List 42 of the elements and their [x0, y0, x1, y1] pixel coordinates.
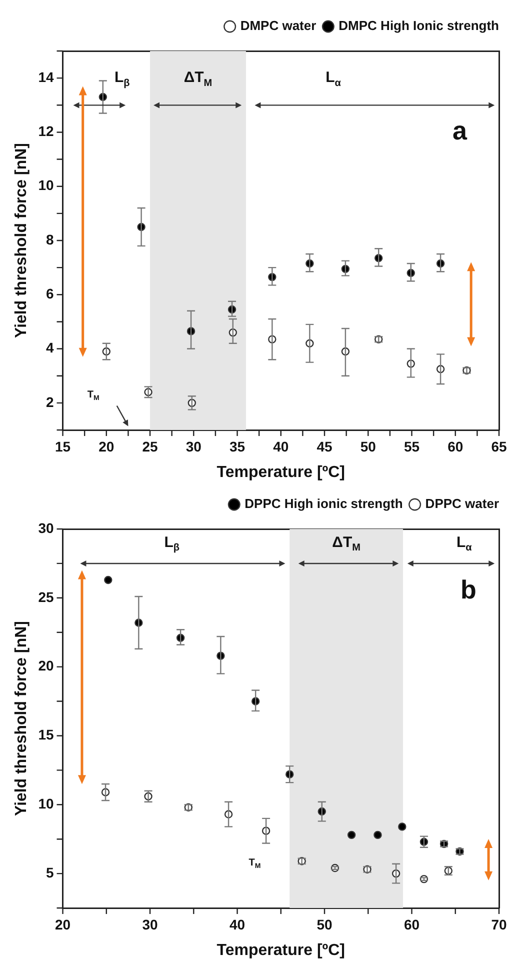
x-axis-title: Temperature [ºC]: [216, 942, 346, 959]
x-tick-label: 65: [491, 438, 507, 454]
y-tick-label: 2: [46, 394, 54, 410]
x-tick-label: 60: [448, 438, 464, 454]
x-axis-title: Temperature [ºC]: [216, 464, 346, 481]
point: [374, 830, 382, 840]
x-tick-label: 30: [186, 438, 202, 454]
x-tick-label: 55: [404, 438, 420, 454]
y-tick-label: 20: [38, 658, 54, 674]
annotation: b: [460, 574, 476, 604]
y-tick-label: 10: [38, 177, 54, 194]
x-tick-label: 50: [360, 438, 376, 454]
y-tick-label: 6: [46, 286, 54, 302]
x-tick-label: 35: [229, 438, 246, 454]
y-tick-label: 15: [38, 726, 54, 743]
legend-label: DMPC water: [240, 18, 316, 34]
x-tick-label: 50: [316, 916, 333, 932]
y-tick-label: 25: [38, 588, 54, 605]
x-tick-label: 30: [142, 916, 158, 932]
y-axis-title: Yield threshold force [nN]: [13, 621, 30, 816]
y-tick-label: 10: [38, 795, 54, 812]
x-tick-label: 45: [316, 438, 333, 454]
point: [104, 576, 112, 584]
y-tick-label: 12: [38, 123, 54, 140]
y-tick-label: 8: [46, 231, 54, 248]
y-tick-label: 14: [38, 68, 54, 85]
legend-label: DMPC High Ionic strength: [338, 18, 500, 34]
annotation: a: [452, 115, 468, 146]
y-tick-label: 5: [46, 864, 54, 880]
x-tick-label: 40: [229, 916, 246, 932]
x-tick-label: 40: [273, 438, 289, 454]
x-tick-label: 60: [404, 916, 420, 932]
legend-label: DPPC High ionic strength: [244, 496, 403, 512]
point: [347, 830, 356, 840]
point: [398, 822, 406, 831]
y-tick-label: 4: [46, 340, 54, 356]
x-tick-label: 20: [98, 438, 114, 454]
x-tick-label: 70: [491, 916, 507, 932]
x-tick-label: 25: [142, 438, 158, 454]
legend-label: DPPC water: [425, 496, 500, 512]
y-tick-label: 30: [38, 520, 54, 536]
y-axis-title: Yield threshold force [nN]: [13, 143, 30, 338]
